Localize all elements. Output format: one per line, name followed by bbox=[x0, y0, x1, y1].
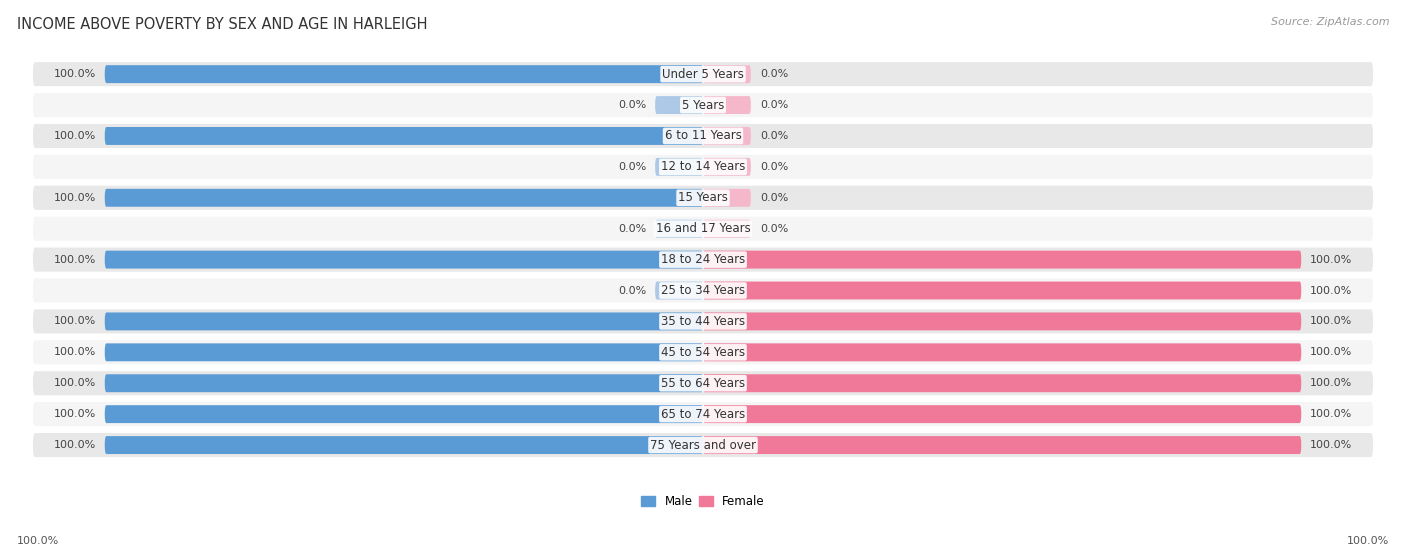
FancyBboxPatch shape bbox=[32, 186, 1374, 210]
Text: 0.0%: 0.0% bbox=[759, 193, 789, 203]
FancyBboxPatch shape bbox=[32, 402, 1374, 426]
Legend: Male, Female: Male, Female bbox=[637, 490, 769, 513]
FancyBboxPatch shape bbox=[655, 158, 703, 176]
Text: 5 Years: 5 Years bbox=[682, 99, 724, 112]
FancyBboxPatch shape bbox=[655, 96, 703, 114]
FancyBboxPatch shape bbox=[703, 158, 751, 176]
FancyBboxPatch shape bbox=[104, 127, 703, 145]
Text: 0.0%: 0.0% bbox=[617, 162, 647, 172]
Text: 15 Years: 15 Years bbox=[678, 191, 728, 204]
FancyBboxPatch shape bbox=[32, 433, 1374, 457]
FancyBboxPatch shape bbox=[703, 127, 751, 145]
Text: 100.0%: 100.0% bbox=[53, 69, 96, 79]
FancyBboxPatch shape bbox=[104, 374, 703, 392]
FancyBboxPatch shape bbox=[655, 220, 703, 238]
FancyBboxPatch shape bbox=[703, 312, 1302, 330]
FancyBboxPatch shape bbox=[104, 312, 703, 330]
Text: 25 to 34 Years: 25 to 34 Years bbox=[661, 284, 745, 297]
Text: 16 and 17 Years: 16 and 17 Years bbox=[655, 222, 751, 235]
Text: Source: ZipAtlas.com: Source: ZipAtlas.com bbox=[1271, 17, 1389, 27]
Text: 100.0%: 100.0% bbox=[1310, 440, 1353, 450]
FancyBboxPatch shape bbox=[32, 62, 1374, 86]
FancyBboxPatch shape bbox=[104, 251, 703, 268]
FancyBboxPatch shape bbox=[32, 124, 1374, 148]
FancyBboxPatch shape bbox=[703, 343, 1302, 361]
Text: 100.0%: 100.0% bbox=[1310, 254, 1353, 264]
Text: 65 to 74 Years: 65 to 74 Years bbox=[661, 408, 745, 421]
Text: 0.0%: 0.0% bbox=[759, 100, 789, 110]
FancyBboxPatch shape bbox=[703, 96, 751, 114]
Text: 0.0%: 0.0% bbox=[617, 224, 647, 234]
Text: Under 5 Years: Under 5 Years bbox=[662, 68, 744, 81]
Text: 100.0%: 100.0% bbox=[53, 316, 96, 326]
Text: 100.0%: 100.0% bbox=[17, 536, 59, 546]
Text: 100.0%: 100.0% bbox=[53, 131, 96, 141]
Text: 100.0%: 100.0% bbox=[1347, 536, 1389, 546]
Text: 12 to 14 Years: 12 to 14 Years bbox=[661, 160, 745, 174]
Text: 100.0%: 100.0% bbox=[1310, 409, 1353, 419]
FancyBboxPatch shape bbox=[32, 278, 1374, 302]
Text: 0.0%: 0.0% bbox=[617, 100, 647, 110]
Text: 0.0%: 0.0% bbox=[759, 69, 789, 79]
FancyBboxPatch shape bbox=[703, 436, 1302, 454]
FancyBboxPatch shape bbox=[104, 343, 703, 361]
FancyBboxPatch shape bbox=[703, 251, 1302, 268]
FancyBboxPatch shape bbox=[32, 217, 1374, 240]
FancyBboxPatch shape bbox=[703, 220, 751, 238]
FancyBboxPatch shape bbox=[703, 374, 1302, 392]
FancyBboxPatch shape bbox=[104, 65, 703, 83]
Text: 18 to 24 Years: 18 to 24 Years bbox=[661, 253, 745, 266]
FancyBboxPatch shape bbox=[655, 282, 703, 300]
FancyBboxPatch shape bbox=[703, 405, 1302, 423]
FancyBboxPatch shape bbox=[703, 189, 751, 207]
FancyBboxPatch shape bbox=[104, 436, 703, 454]
FancyBboxPatch shape bbox=[32, 309, 1374, 334]
Text: 100.0%: 100.0% bbox=[1310, 347, 1353, 357]
FancyBboxPatch shape bbox=[32, 371, 1374, 395]
Text: 100.0%: 100.0% bbox=[1310, 378, 1353, 388]
FancyBboxPatch shape bbox=[32, 93, 1374, 117]
Text: 100.0%: 100.0% bbox=[53, 409, 96, 419]
Text: 100.0%: 100.0% bbox=[53, 254, 96, 264]
Text: 75 Years and over: 75 Years and over bbox=[650, 439, 756, 451]
Text: 6 to 11 Years: 6 to 11 Years bbox=[665, 129, 741, 142]
Text: 100.0%: 100.0% bbox=[1310, 286, 1353, 296]
Text: 55 to 64 Years: 55 to 64 Years bbox=[661, 377, 745, 389]
FancyBboxPatch shape bbox=[32, 248, 1374, 272]
Text: INCOME ABOVE POVERTY BY SEX AND AGE IN HARLEIGH: INCOME ABOVE POVERTY BY SEX AND AGE IN H… bbox=[17, 17, 427, 32]
Text: 45 to 54 Years: 45 to 54 Years bbox=[661, 346, 745, 359]
FancyBboxPatch shape bbox=[32, 155, 1374, 179]
FancyBboxPatch shape bbox=[104, 189, 703, 207]
Text: 100.0%: 100.0% bbox=[53, 347, 96, 357]
Text: 100.0%: 100.0% bbox=[1310, 316, 1353, 326]
FancyBboxPatch shape bbox=[703, 65, 751, 83]
Text: 0.0%: 0.0% bbox=[759, 224, 789, 234]
Text: 100.0%: 100.0% bbox=[53, 440, 96, 450]
FancyBboxPatch shape bbox=[104, 405, 703, 423]
FancyBboxPatch shape bbox=[32, 340, 1374, 364]
FancyBboxPatch shape bbox=[703, 282, 1302, 300]
Text: 0.0%: 0.0% bbox=[759, 131, 789, 141]
Text: 100.0%: 100.0% bbox=[53, 378, 96, 388]
Text: 0.0%: 0.0% bbox=[759, 162, 789, 172]
Text: 100.0%: 100.0% bbox=[53, 193, 96, 203]
Text: 0.0%: 0.0% bbox=[617, 286, 647, 296]
Text: 35 to 44 Years: 35 to 44 Years bbox=[661, 315, 745, 328]
